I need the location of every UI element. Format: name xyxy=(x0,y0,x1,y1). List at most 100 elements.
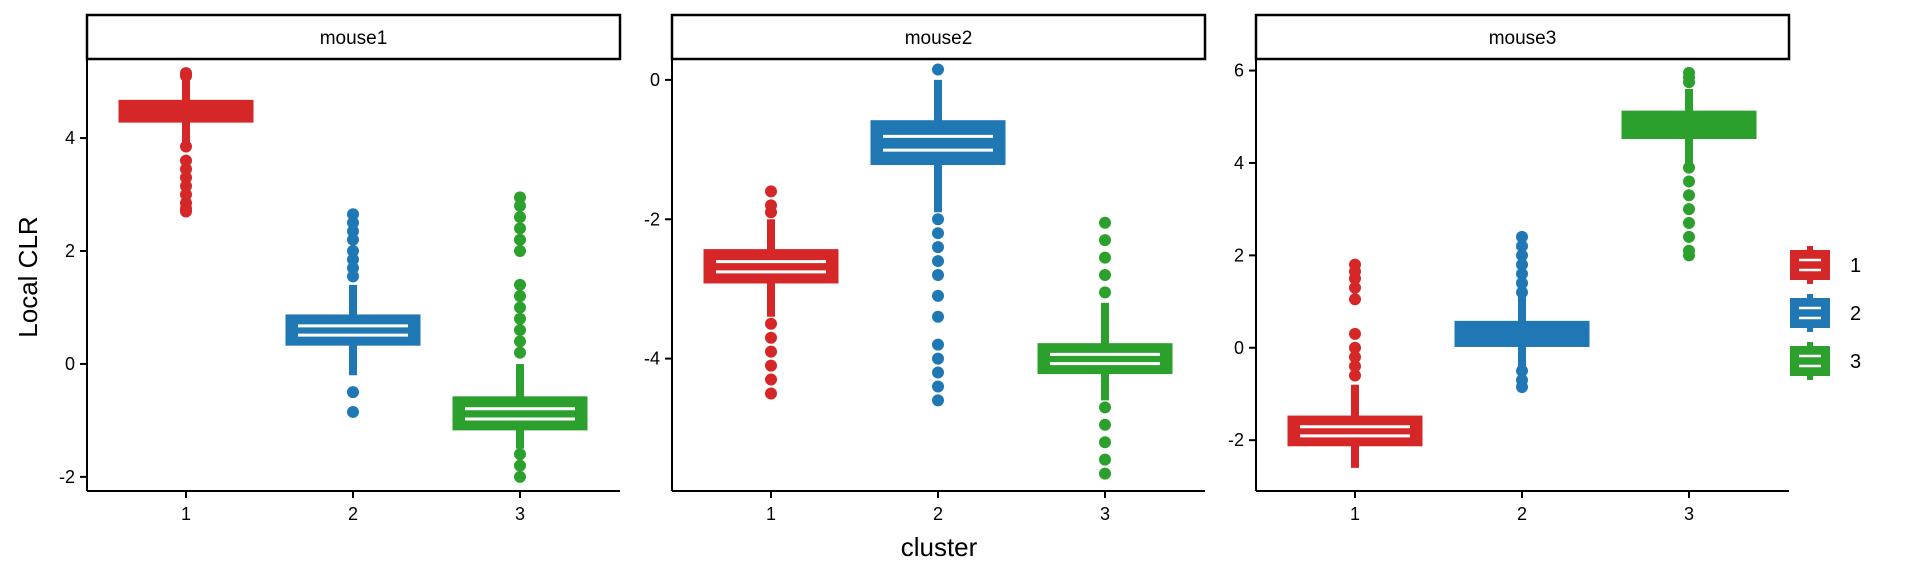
box-cluster-3 xyxy=(1037,216,1173,480)
outlier-point xyxy=(347,245,359,257)
outlier-point xyxy=(347,386,359,399)
outlier-point xyxy=(1099,467,1111,480)
outlier-point xyxy=(180,205,192,218)
outlier-point xyxy=(1516,381,1528,394)
y-tick-label: 2 xyxy=(65,241,75,261)
x-tick-label: 2 xyxy=(348,504,358,524)
outlier-point xyxy=(1683,217,1695,230)
outlier-point xyxy=(1349,293,1361,306)
x-tick-label: 2 xyxy=(1517,504,1527,524)
outlier-point xyxy=(932,352,944,365)
outlier-point xyxy=(347,208,359,221)
outlier-point xyxy=(347,233,359,246)
outlier-point xyxy=(514,459,526,472)
box-body xyxy=(870,120,1006,166)
outlier-point xyxy=(514,470,526,483)
outlier-point xyxy=(1099,269,1111,281)
outlier-point xyxy=(1099,251,1111,264)
legend-item-3: 3 xyxy=(1790,342,1861,380)
outlier-point xyxy=(180,69,192,82)
outlier-point xyxy=(1516,249,1528,262)
outlier-point xyxy=(765,387,777,400)
outlier-point xyxy=(932,63,944,76)
panel-mouse1: mouse1 -2 0 2 4 1 2 3 xyxy=(59,13,622,524)
outlier-point xyxy=(514,335,526,348)
box-body xyxy=(285,314,421,346)
legend-label: 1 xyxy=(1850,255,1861,277)
box-cluster-2 xyxy=(285,208,421,418)
outlier-point xyxy=(1349,351,1361,364)
outlier-point xyxy=(514,312,526,325)
outlier-point xyxy=(765,373,777,386)
y-tick-label: 2 xyxy=(1234,245,1244,265)
x-tick-label: 1 xyxy=(766,504,776,524)
outlier-point xyxy=(932,269,944,281)
outlier-point xyxy=(514,191,526,204)
outlier-point xyxy=(180,154,192,167)
outlier-point xyxy=(932,227,944,240)
outlier-point xyxy=(932,213,944,226)
box-cluster-3 xyxy=(1621,66,1757,262)
y-tick-label: 0 xyxy=(65,354,75,374)
y-tick-label: 0 xyxy=(1234,338,1244,358)
y-tick-label: 4 xyxy=(1234,153,1244,173)
outlier-point xyxy=(765,359,777,372)
strip-label: mouse1 xyxy=(320,28,388,49)
outlier-point xyxy=(1349,272,1361,285)
box-cluster-1 xyxy=(118,67,254,218)
y-tick-label: 6 xyxy=(1234,61,1244,81)
box-cluster-3 xyxy=(452,191,588,483)
y-tick-label: 4 xyxy=(65,128,75,148)
outlier-point xyxy=(932,310,944,323)
outlier-point xyxy=(1516,230,1528,243)
outlier-point xyxy=(1099,234,1111,247)
outlier-point xyxy=(932,338,944,351)
y-tick-label: -2 xyxy=(644,209,660,229)
x-axis-title: cluster xyxy=(901,532,978,562)
outlier-point xyxy=(1349,341,1361,354)
outlier-point xyxy=(932,255,944,268)
outlier-point xyxy=(1099,401,1111,414)
panel-mouse3: mouse3 -2 0 2 4 6 1 2 3 xyxy=(1228,13,1791,524)
outlier-point xyxy=(765,345,777,358)
outlier-point xyxy=(347,216,359,229)
outlier-point xyxy=(1349,327,1361,340)
outlier-point xyxy=(1099,436,1111,449)
outlier-point xyxy=(347,405,359,418)
outlier-point xyxy=(347,270,359,283)
y-tick-label: -4 xyxy=(644,349,660,369)
x-tick-label: 3 xyxy=(1100,504,1110,524)
outlier-point xyxy=(1099,286,1111,299)
panel-mouse2: mouse2 -4 -2 0 1 2 3 xyxy=(644,13,1207,524)
outlier-point xyxy=(514,278,526,291)
y-tick-label: -2 xyxy=(1228,430,1244,450)
outlier-point xyxy=(932,366,944,379)
y-axis-title: Local CLR xyxy=(13,216,43,337)
outlier-point xyxy=(1099,418,1111,431)
panels: mouse1 -2 0 2 4 1 2 3 mouse2 -4 -2 0 1 2 3 mouse3 -2 0 2 4 6… xyxy=(59,13,1791,524)
outlier-point xyxy=(1683,203,1695,216)
box-cluster-1 xyxy=(1287,258,1423,468)
outlier-point xyxy=(1516,364,1528,377)
outlier-point xyxy=(765,185,777,198)
outlier-point xyxy=(514,233,526,246)
outlier-point xyxy=(347,225,359,238)
outlier-point xyxy=(765,206,777,219)
outlier-point xyxy=(932,380,944,393)
box-body xyxy=(703,249,839,284)
outlier-point xyxy=(514,199,526,212)
outlier-point xyxy=(1349,281,1361,294)
outlier-point xyxy=(514,211,526,224)
legend-key xyxy=(1790,250,1830,280)
strip-mouse1 xyxy=(85,13,622,61)
box-cluster-2 xyxy=(870,63,1006,407)
outlier-point xyxy=(1516,286,1528,299)
box-cluster-2 xyxy=(1454,230,1590,394)
legend: 1 2 3 xyxy=(1790,246,1861,380)
outlier-point xyxy=(514,245,526,257)
outlier-point xyxy=(347,261,359,274)
outlier-point xyxy=(1099,453,1111,466)
outlier-point xyxy=(180,163,192,176)
box-body xyxy=(1287,415,1423,447)
